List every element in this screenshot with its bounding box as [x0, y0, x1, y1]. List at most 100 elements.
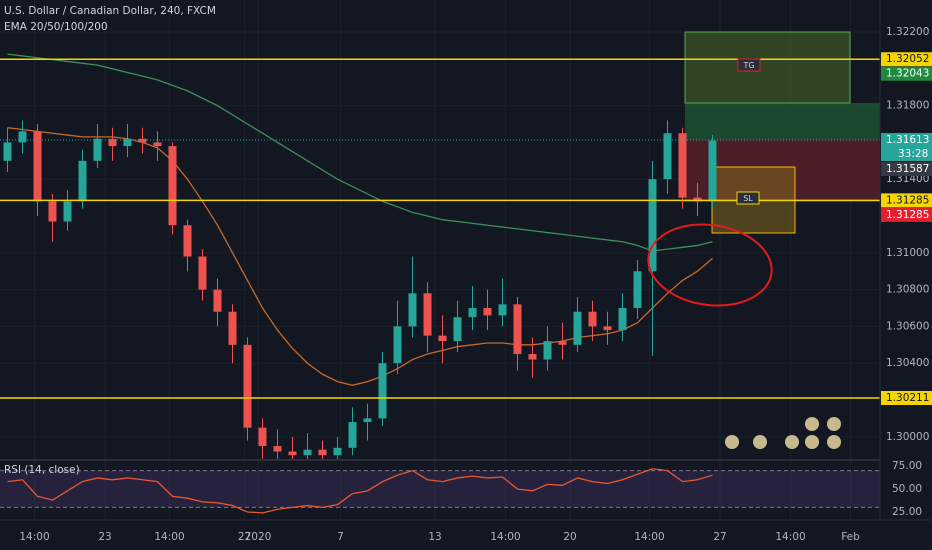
highlight-circle — [647, 223, 773, 307]
candle-body — [228, 311, 237, 345]
candle-body — [453, 317, 462, 342]
y-tick-label: 1.31000 — [886, 247, 929, 259]
rsi-pane — [0, 468, 880, 514]
rsi-line-group — [7, 468, 713, 514]
sl-label-box — [736, 191, 760, 205]
y-tick-label: 1.30400 — [886, 357, 929, 369]
rsi-title: RSI (14, close) — [4, 464, 80, 476]
x-tick-label: 27 — [238, 531, 251, 543]
price-marker — [881, 133, 932, 162]
candle-body — [63, 201, 72, 222]
y-tick-label: 1.31400 — [886, 173, 929, 185]
event-icon — [725, 435, 739, 449]
x-tick-label: 7 — [337, 531, 344, 543]
rsi-line — [7, 468, 713, 514]
candle-body — [618, 308, 627, 331]
price-marker — [881, 52, 932, 67]
indicator-legend: EMA 20/50/100/200 — [4, 21, 108, 33]
x-tick-label: 13 — [428, 531, 441, 543]
candle-body — [168, 146, 177, 226]
candle-body — [708, 140, 717, 202]
ema-line — [7, 53, 713, 252]
x-tick-label: Feb — [841, 531, 860, 543]
candle-body — [408, 293, 417, 327]
position-tool — [684, 31, 880, 234]
candle-body — [528, 354, 537, 360]
rsi-tick-label: 25.00 — [892, 506, 922, 518]
candle-body — [18, 131, 27, 143]
y-tick-label: 1.32200 — [886, 26, 929, 38]
candle-body — [633, 271, 642, 309]
price-marker-label: 1.31613 — [886, 134, 929, 146]
price-marker-label: 1.31285 — [886, 209, 929, 221]
x-tick-label: 14:00 — [634, 531, 664, 543]
x-tick-label: 23 — [98, 531, 111, 543]
candle-body — [183, 225, 192, 257]
candle-body — [693, 197, 702, 202]
event-icon — [805, 435, 819, 449]
y-tick-label: 1.31800 — [886, 100, 929, 112]
candle-body — [138, 138, 147, 143]
tg-label-box — [737, 58, 761, 72]
price-marker — [881, 390, 932, 405]
candle-body — [108, 138, 117, 147]
rsi-band — [0, 470, 880, 508]
rsi-tick-label: 50.00 — [892, 483, 922, 495]
event-icon — [827, 435, 841, 449]
candle-body — [348, 422, 357, 448]
candle-body — [258, 427, 267, 447]
price-marker-label: 1.30211 — [886, 392, 929, 404]
candle-body — [78, 160, 87, 202]
x-tick-label: 14:00 — [490, 531, 520, 543]
candle-body — [123, 138, 132, 147]
event-icon — [753, 435, 767, 449]
candle-body — [543, 341, 552, 360]
candle-body — [243, 344, 252, 428]
price-marker-label: 1.31587 — [886, 163, 929, 175]
x-tick-label: 14:00 — [19, 531, 49, 543]
price-marker — [881, 66, 932, 81]
candle-body — [558, 341, 567, 345]
candle-body — [318, 449, 327, 456]
event-icon — [785, 435, 799, 449]
price-pane — [0, 53, 880, 459]
profit-zone — [685, 103, 880, 140]
chart-title: U.S. Dollar / Canadian Dollar, 240, FXCM — [4, 5, 216, 17]
target-box — [684, 31, 851, 104]
x-tick-label: 14:00 — [154, 531, 184, 543]
candle-body — [648, 179, 657, 272]
candle-body — [573, 311, 582, 345]
price-marker-label: 1.32052 — [886, 53, 929, 65]
candle-body — [513, 304, 522, 355]
candle-body — [678, 133, 687, 198]
price-marker — [881, 162, 932, 177]
candle-body — [198, 256, 207, 290]
candle-body — [393, 326, 402, 364]
ema-line — [7, 127, 713, 386]
x-tick-label: 2020 — [245, 531, 272, 543]
candle-body — [588, 311, 597, 327]
candle-body — [438, 335, 447, 342]
candle-body — [48, 201, 57, 222]
labels-box: TG SL — [736, 58, 761, 205]
candle-body — [303, 449, 312, 456]
candle-body — [663, 133, 672, 180]
candle-body — [93, 138, 102, 161]
event-icons — [725, 417, 841, 449]
candle-body — [3, 142, 12, 161]
event-icon — [827, 417, 841, 431]
price-marker — [881, 207, 932, 222]
candle-body — [273, 446, 282, 452]
candle-body — [468, 308, 477, 318]
y-tick-label: 1.30600 — [886, 320, 929, 332]
x-tick-label: 20 — [563, 531, 576, 543]
price-marker-label: 1.31285 — [886, 194, 929, 206]
candle-body — [363, 418, 372, 423]
candle-body — [423, 293, 432, 336]
rsi-tick-label: 75.00 — [892, 460, 922, 472]
sl-label: SL — [743, 194, 753, 203]
candle-body — [153, 142, 162, 147]
tg-label: TG — [742, 61, 754, 70]
